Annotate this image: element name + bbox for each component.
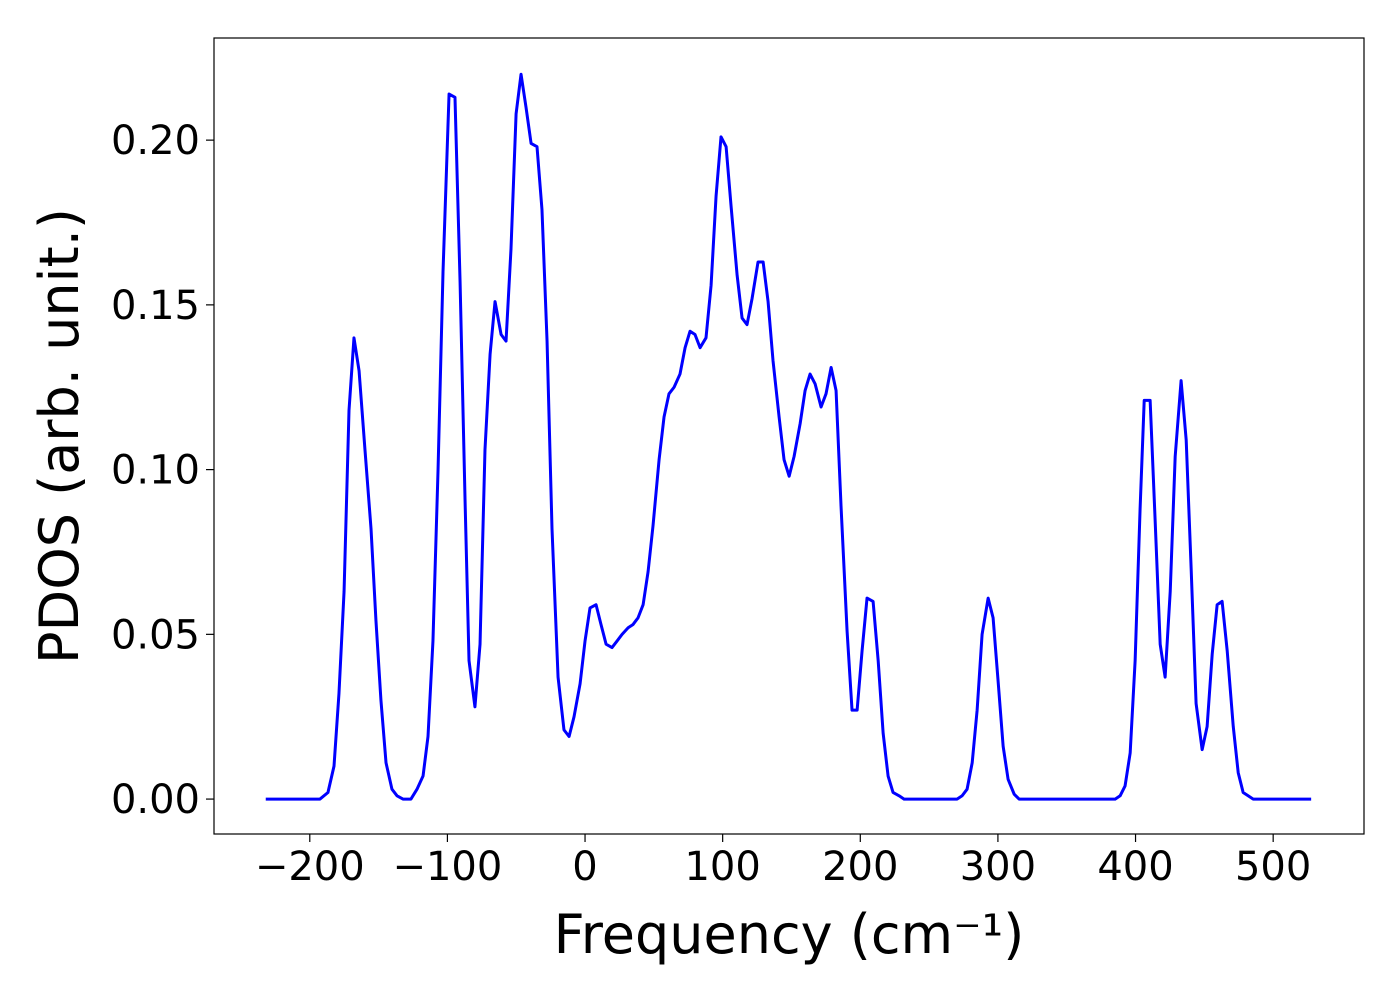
plot-frame xyxy=(213,37,1365,835)
x-tick-label: 0 xyxy=(572,844,597,890)
x-tick-label: 500 xyxy=(1235,844,1311,890)
y-tick-label: 0.15 xyxy=(111,283,200,329)
x-axis-label: Frequency (cm⁻¹) xyxy=(554,903,1025,966)
pdos-line xyxy=(265,72,1312,801)
x-tick-label: 400 xyxy=(1097,844,1173,890)
y-tick-label: 0.20 xyxy=(111,118,200,164)
x-tick-label: −100 xyxy=(392,844,502,890)
x-tick-label: 200 xyxy=(822,844,898,890)
y-tick-label: 0.05 xyxy=(111,612,200,658)
x-tick-label: 100 xyxy=(684,844,760,890)
x-tick-label: 300 xyxy=(960,844,1036,890)
y-tick-label: 0.10 xyxy=(111,448,200,494)
y-tick-label: 0.00 xyxy=(111,777,200,823)
x-tick-label: −200 xyxy=(255,844,365,890)
y-axis-label: PDOS (arb. unit.) xyxy=(28,208,91,664)
